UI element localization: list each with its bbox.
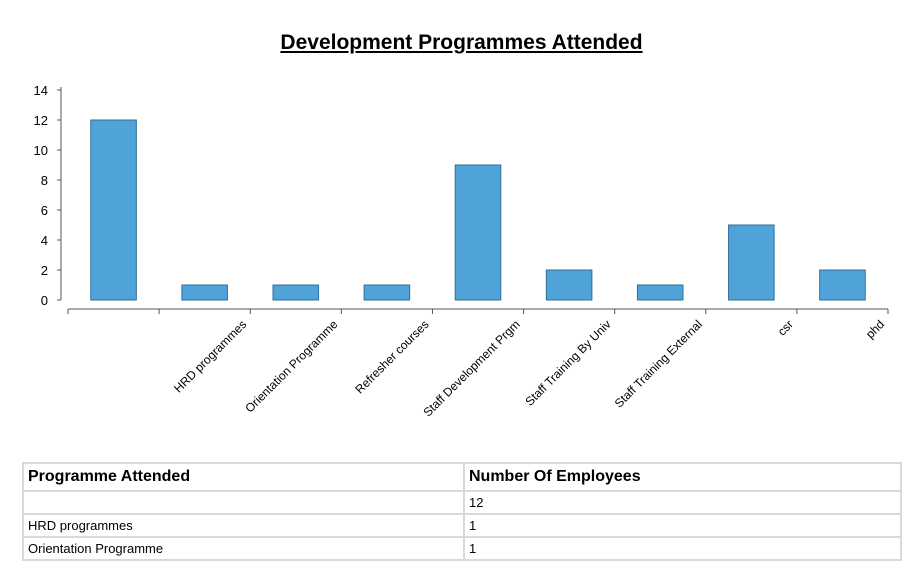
bar (272, 284, 320, 301)
bar (181, 284, 228, 301)
x-tick-label: phd (863, 317, 887, 341)
y-tick-label: 0 (41, 293, 48, 308)
bar (363, 284, 411, 301)
bar (636, 284, 684, 301)
x-tick-label: Refresher courses (352, 317, 431, 396)
table-row: 12 (22, 490, 902, 515)
chart-title: Development Programmes Attended (280, 31, 643, 54)
x-tick-label: Staff Training By Univ (522, 317, 613, 408)
header-employees: Number Of Employees (463, 462, 902, 492)
y-tick-label: 6 (41, 203, 48, 218)
bar (819, 269, 866, 301)
bar (454, 164, 502, 301)
table-header-row: Programme Attended Number Of Employees (22, 462, 902, 492)
y-tick-label: 12 (34, 113, 48, 128)
x-tick-label: Orientation Programme (242, 317, 340, 415)
table-cell: HRD programmes (22, 513, 465, 538)
bar (545, 269, 593, 301)
table-cell (22, 490, 465, 515)
x-tick-label: Staff Development Prgm (420, 317, 522, 419)
header-programme: Programme Attended (22, 462, 465, 492)
x-tick-label: HRD programmes (171, 317, 249, 395)
y-tick-label: 8 (41, 173, 48, 188)
y-tick-label: 2 (41, 263, 48, 278)
table-cell: Orientation Programme (22, 536, 465, 561)
x-tick-label: Staff Training External (612, 317, 705, 410)
x-tick-label: csr (775, 317, 796, 338)
y-tick-label: 14 (34, 83, 48, 98)
y-tick-label: 10 (34, 143, 48, 158)
table-row: HRD programmes 1 (22, 513, 902, 538)
bar (90, 119, 137, 301)
bar (728, 224, 775, 301)
y-tick-label: 4 (41, 233, 48, 248)
table-cell: 1 (463, 536, 902, 561)
table-cell: 1 (463, 513, 902, 538)
data-table: Programme Attended Number Of Employees 1… (22, 462, 902, 561)
table-row: Orientation Programme 1 (22, 536, 902, 561)
table-cell: 12 (463, 490, 902, 515)
